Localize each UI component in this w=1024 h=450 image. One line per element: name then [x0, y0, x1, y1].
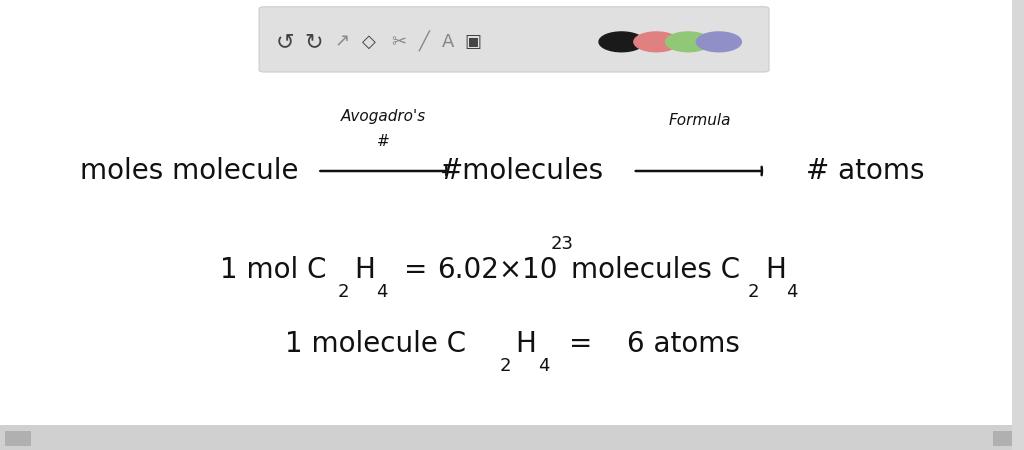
- Text: 2: 2: [748, 283, 759, 301]
- Text: 4: 4: [786, 283, 798, 301]
- Text: Formula: Formula: [668, 113, 731, 128]
- Text: 2: 2: [338, 283, 349, 301]
- Text: H: H: [515, 330, 536, 358]
- Text: 6.02×10: 6.02×10: [437, 256, 558, 284]
- Circle shape: [634, 32, 679, 52]
- Text: 1 mol C: 1 mol C: [220, 256, 327, 284]
- Text: molecules C: molecules C: [571, 256, 740, 284]
- Text: =: =: [404, 256, 428, 284]
- Text: # atoms: # atoms: [806, 157, 925, 185]
- Text: A: A: [442, 33, 455, 51]
- Text: ↺: ↺: [275, 32, 294, 52]
- Text: 23: 23: [551, 235, 573, 253]
- Text: 4: 4: [538, 357, 549, 375]
- Text: #: #: [377, 134, 389, 149]
- Text: =: =: [569, 330, 593, 358]
- Circle shape: [666, 32, 711, 52]
- Text: ▣: ▣: [465, 33, 481, 51]
- Text: ↗: ↗: [335, 33, 349, 51]
- Bar: [5, 431, 31, 446]
- Bar: [0, 425, 1024, 450]
- Bar: [993, 431, 1014, 446]
- Text: Avogadro's: Avogadro's: [340, 109, 426, 124]
- Text: 6 atoms: 6 atoms: [627, 330, 739, 358]
- Text: #molecules: #molecules: [440, 157, 604, 185]
- Text: 1 molecule C: 1 molecule C: [285, 330, 466, 358]
- Text: 4: 4: [376, 283, 387, 301]
- Text: H: H: [354, 256, 375, 284]
- Text: 2: 2: [500, 357, 511, 375]
- FancyBboxPatch shape: [259, 7, 769, 72]
- Text: H: H: [765, 256, 785, 284]
- Circle shape: [696, 32, 741, 52]
- Text: ✂: ✂: [391, 33, 406, 51]
- Text: moles molecule: moles molecule: [80, 157, 299, 185]
- Circle shape: [599, 32, 644, 52]
- Text: ◇: ◇: [361, 33, 376, 51]
- Text: ╱: ╱: [419, 32, 429, 52]
- Text: ↻: ↻: [304, 32, 323, 52]
- Bar: [1012, 0, 1024, 450]
